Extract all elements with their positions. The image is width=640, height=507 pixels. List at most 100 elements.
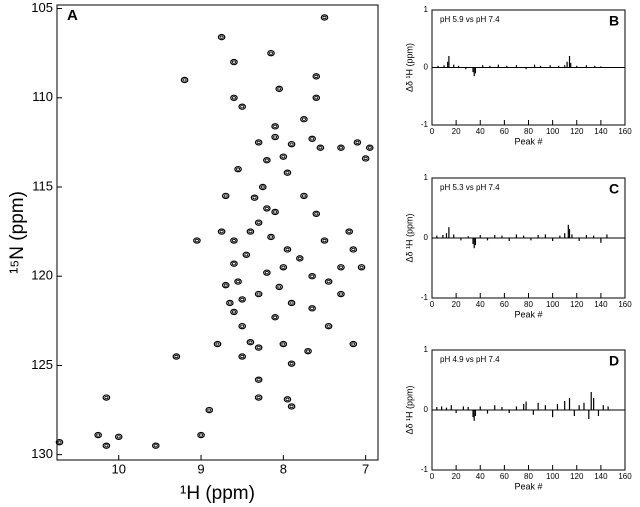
peak [238,322,246,330]
peak [365,144,374,151]
peak-contour [310,274,315,278]
bar [597,410,600,416]
peak [102,394,111,401]
panel-letter: C [609,181,619,197]
peak-contour [264,206,269,211]
peak [337,264,345,271]
bar [453,64,455,68]
peak-contour [273,315,278,319]
peak-contour [248,340,253,344]
y-tick-label: -1 [421,120,429,129]
bar [552,410,554,418]
bar [467,236,469,238]
bar [465,67,467,70]
peak [254,376,263,383]
y-tick-label: -1 [421,293,429,302]
y-axis-label: Δδ ¹H (ppm) [404,213,414,262]
peak [254,219,263,226]
peak [308,305,316,312]
peak-contour [351,247,356,252]
plot-frame [56,4,379,461]
peak [254,139,263,146]
bar [460,238,462,241]
bar [549,65,551,68]
bar [594,65,596,68]
peak [151,442,160,449]
bar [578,238,580,241]
peak-contour [227,301,232,305]
bar [448,227,450,238]
bar [441,406,443,410]
peak [242,251,251,259]
peak [316,144,325,151]
peak-contour [338,146,343,150]
bar [544,234,546,238]
peak [102,442,111,449]
peak [94,431,102,439]
peak [55,438,64,446]
bar [501,407,503,410]
x-tick-label: 60 [500,300,509,309]
peak-contour [153,444,158,448]
peak [230,260,238,267]
peak-contour [322,15,327,20]
annotation: pH 4.9 vs pH 7.4 [440,355,500,364]
peak-contour [207,408,212,412]
bar [600,66,602,68]
peak-contour [174,354,179,359]
bar [447,61,449,68]
peak-contour [306,349,311,353]
peak [254,394,263,401]
bar [558,65,560,68]
peak [230,58,238,66]
peak [267,49,275,57]
peak-contour [289,301,294,305]
x-tick-label: 120 [570,127,584,136]
peak-contour [236,279,241,284]
bar [489,65,491,68]
peak [279,340,288,348]
peak-contour [289,404,294,409]
bar [515,406,518,410]
peak [114,433,123,441]
peak-contour [264,158,269,162]
y-axis-label: Δδ ¹H (ppm) [404,385,414,434]
peak-contour [273,210,278,214]
bar [479,235,481,238]
peak [238,296,246,303]
peak-contour [268,51,273,55]
y-tick-label: 1 [424,5,429,14]
peak [337,144,345,151]
peak [230,308,238,316]
bar [576,65,578,68]
peak-contour [351,342,356,346]
peak [180,76,189,84]
x-tick-label: 80 [524,472,533,481]
y-tick-label: 0 [424,405,429,414]
peak [349,246,358,253]
peak-contour [301,117,306,121]
bar [494,235,496,238]
bar [450,405,452,410]
bar [573,410,575,416]
peak-contour [355,140,360,144]
bar [568,229,571,238]
peak [263,269,271,276]
x-tick-label: 60 [500,127,509,136]
bar [473,410,475,421]
peak-contour [256,395,261,400]
peak-contour [240,105,245,109]
x-axis-label: Peak # [514,481,542,491]
peak [230,94,238,101]
bar [552,238,554,241]
peak [308,135,316,143]
peak-contour [199,433,204,437]
peak [287,140,296,148]
bar [568,56,571,68]
peak-contour [219,35,224,39]
bar [568,398,571,410]
peak-contour [289,362,294,366]
bar [571,234,573,238]
peak [312,210,321,217]
